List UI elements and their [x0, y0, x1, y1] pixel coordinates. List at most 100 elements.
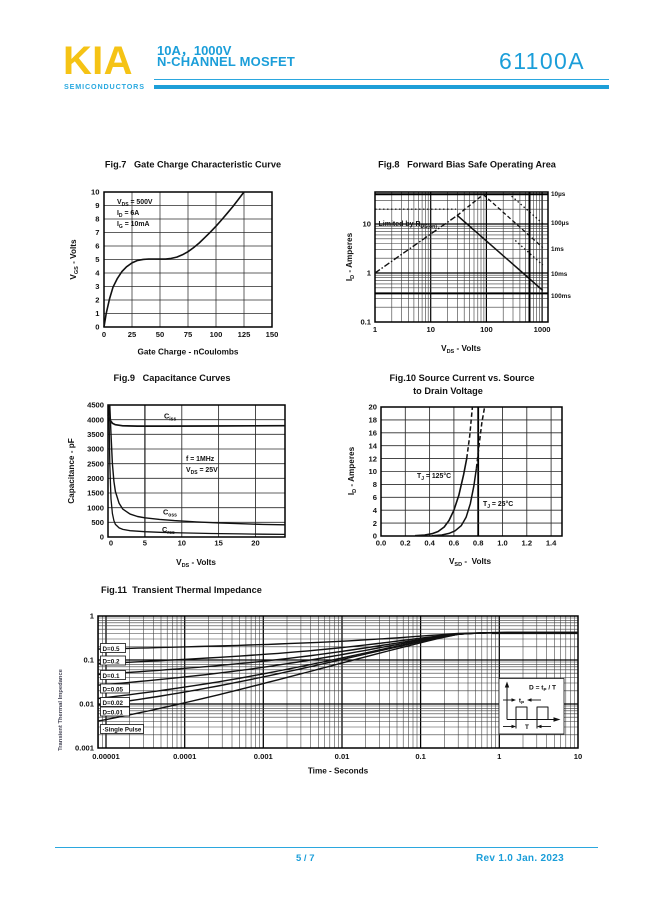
svg-text:1: 1 — [373, 325, 378, 334]
svg-text:1: 1 — [497, 752, 502, 761]
svg-text:2: 2 — [95, 296, 99, 305]
svg-text:15: 15 — [214, 539, 223, 548]
svg-text:1500: 1500 — [87, 489, 104, 498]
svg-text:7: 7 — [95, 228, 99, 237]
svg-text:125: 125 — [238, 330, 251, 339]
svg-text:10: 10 — [178, 539, 186, 548]
svg-text:14: 14 — [369, 441, 378, 450]
svg-text:2: 2 — [373, 519, 377, 528]
svg-text:1ms: 1ms — [551, 246, 564, 253]
svg-text:Transient Thermal Impedance: Transient Thermal Impedance — [58, 668, 64, 751]
svg-text:TJ = 125°C: TJ = 125°C — [417, 472, 451, 482]
svg-text:Fig.11 Transient Thermal Impe: Fig.11 Transient Thermal Impedance — [101, 585, 262, 595]
svg-text:Fig.9 Capacitance Curves: Fig.9 Capacitance Curves — [114, 373, 231, 383]
svg-text:0.1: 0.1 — [83, 656, 94, 665]
svg-text:4500: 4500 — [87, 401, 104, 410]
svg-text:Time - Seconds: Time - Seconds — [308, 767, 369, 776]
svg-text:50: 50 — [156, 330, 164, 339]
svg-text:Fig.8 Forward Bias Safe Oper: Fig.8 Forward Bias Safe Operating Area — [378, 160, 557, 170]
svg-text:D=0.2: D=0.2 — [103, 659, 120, 666]
svg-text:2500: 2500 — [87, 459, 104, 468]
svg-text:VDS = 500V: VDS = 500V — [117, 199, 153, 208]
svg-text:5: 5 — [95, 255, 100, 264]
svg-text:16: 16 — [369, 429, 377, 438]
svg-text:5: 5 — [143, 539, 148, 548]
svg-text:100ms: 100ms — [551, 293, 571, 300]
svg-text:10: 10 — [369, 467, 377, 476]
svg-text:0.1: 0.1 — [415, 752, 426, 761]
svg-text:VGS - Volts: VGS - Volts — [69, 239, 80, 280]
svg-text:4: 4 — [373, 506, 378, 515]
svg-text:500: 500 — [91, 518, 104, 527]
svg-text:Capacitance - pF: Capacitance - pF — [67, 438, 76, 504]
svg-text:100: 100 — [210, 330, 223, 339]
svg-text:0.0: 0.0 — [376, 539, 387, 548]
svg-text:VDS = 25V: VDS = 25V — [186, 467, 218, 476]
svg-text:8: 8 — [95, 215, 99, 224]
svg-text:·Single Pulse: ·Single Pulse — [103, 726, 142, 733]
svg-text:0.001: 0.001 — [254, 752, 274, 761]
svg-text:6: 6 — [95, 242, 99, 251]
svg-text:3500: 3500 — [87, 430, 104, 439]
svg-text:0.8: 0.8 — [473, 539, 484, 548]
svg-text:4000: 4000 — [87, 415, 104, 424]
svg-text:4: 4 — [95, 269, 100, 278]
svg-text:D=0.05: D=0.05 — [103, 687, 124, 694]
svg-text:100µs: 100µs — [551, 220, 569, 227]
svg-text:25: 25 — [128, 330, 137, 339]
svg-text:0.4: 0.4 — [424, 539, 435, 548]
svg-text:10ms: 10ms — [551, 271, 568, 278]
svg-text:TJ = 25°C: TJ = 25°C — [483, 500, 513, 510]
svg-text:0.01: 0.01 — [335, 752, 351, 761]
svg-text:T: T — [525, 724, 529, 731]
svg-text:10: 10 — [426, 325, 434, 334]
svg-text:75: 75 — [184, 330, 193, 339]
svg-text:0: 0 — [100, 533, 104, 542]
svg-text:D=0.5: D=0.5 — [103, 646, 120, 653]
svg-text:0.2: 0.2 — [400, 539, 411, 548]
svg-text:Fig.10 Source Current vs. Sour: Fig.10 Source Current vs. Source — [389, 373, 534, 383]
svg-text:20: 20 — [251, 539, 259, 548]
svg-text:6: 6 — [373, 493, 377, 502]
svg-text:0.6: 0.6 — [449, 539, 460, 548]
svg-text:3000: 3000 — [87, 445, 104, 454]
svg-text:20: 20 — [369, 403, 377, 412]
svg-text:1: 1 — [95, 309, 100, 318]
svg-text:D = tP / T: D = tP / T — [529, 685, 556, 693]
svg-text:1: 1 — [90, 612, 95, 621]
svg-text:100: 100 — [480, 325, 493, 334]
svg-text:10: 10 — [363, 220, 371, 229]
svg-text:Limited by RDS(on): Limited by RDS(on) — [379, 221, 438, 230]
svg-text:0.1: 0.1 — [360, 318, 371, 327]
svg-text:0: 0 — [109, 539, 113, 548]
svg-text:Fig.7 Gate Charge Characteri: Fig.7 Gate Charge Characteristic Curve — [105, 160, 281, 170]
svg-text:ID - Amperes: ID - Amperes — [347, 446, 358, 495]
svg-text:12: 12 — [369, 454, 377, 463]
svg-text:VDS - Volts: VDS - Volts — [176, 558, 216, 569]
svg-text:D=0.1: D=0.1 — [103, 673, 120, 680]
svg-text:8: 8 — [373, 480, 377, 489]
svg-text:1: 1 — [367, 269, 372, 278]
svg-text:Ciss: Ciss — [164, 412, 176, 423]
svg-text:0.001: 0.001 — [75, 744, 95, 753]
svg-text:1.0: 1.0 — [497, 539, 508, 548]
svg-text:f = 1MHz: f = 1MHz — [186, 456, 215, 463]
svg-text:1.4: 1.4 — [546, 539, 557, 548]
svg-text:ID = 6A: ID = 6A — [117, 210, 139, 219]
svg-text:10: 10 — [574, 752, 582, 761]
svg-text:0: 0 — [373, 532, 377, 541]
svg-text:9: 9 — [95, 201, 99, 210]
svg-text:3: 3 — [95, 282, 99, 291]
svg-text:10: 10 — [91, 188, 99, 197]
svg-text:VSD - Volts: VSD - Volts — [449, 557, 492, 568]
svg-text:VDS - Volts: VDS - Volts — [441, 344, 481, 355]
svg-text:D=0.01: D=0.01 — [103, 710, 124, 717]
svg-text:0.01: 0.01 — [79, 700, 95, 709]
svg-text:Gate Charge - nCoulombs: Gate Charge - nCoulombs — [138, 348, 239, 357]
svg-text:Crss: Crss — [162, 525, 175, 536]
svg-text:0.0001: 0.0001 — [173, 752, 197, 761]
svg-text:2000: 2000 — [87, 474, 104, 483]
svg-text:1000: 1000 — [534, 325, 551, 334]
svg-text:Coss: Coss — [163, 508, 177, 519]
svg-text:1000: 1000 — [87, 503, 104, 512]
